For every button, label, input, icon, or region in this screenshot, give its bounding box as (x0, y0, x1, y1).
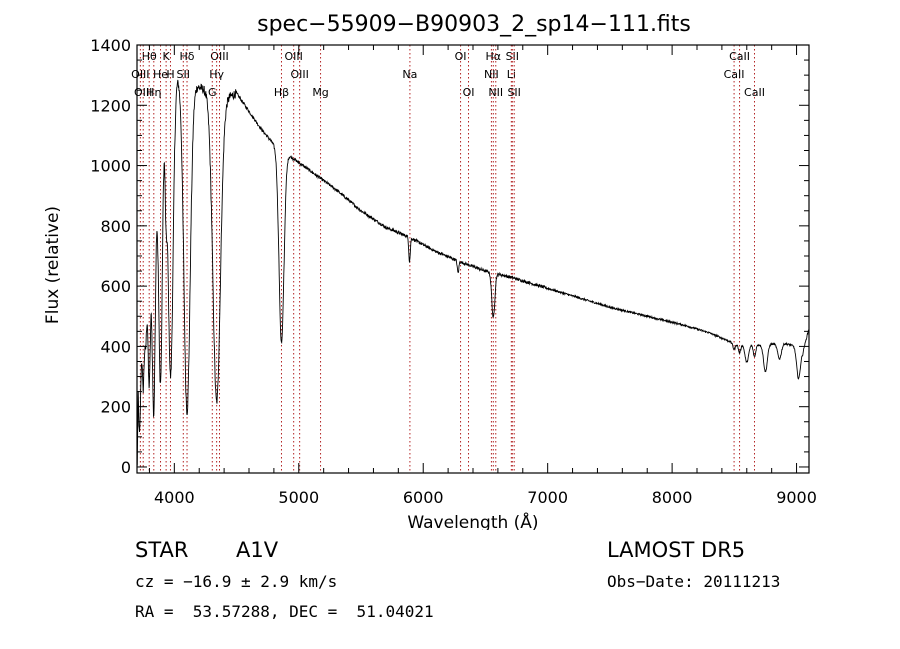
y-axis-label: Flux (relative) (43, 206, 63, 324)
marker-label-8: CaII (729, 50, 750, 63)
object-type: STAR (135, 538, 189, 562)
marker-label-27: CaII (744, 86, 765, 99)
marker-label-1: K (163, 50, 171, 63)
object-subclass: A1V (236, 538, 279, 562)
marker-label-6: Hα (486, 50, 502, 63)
y-tick-label-0: 0 (121, 458, 131, 477)
marker-label-22: Hβ (274, 86, 289, 99)
marker-label-20: Hη (146, 86, 161, 99)
marker-label-23: Mg (312, 86, 328, 99)
x-tick-label-9000: 9000 (776, 488, 817, 507)
x-tick-label-8000: 8000 (652, 488, 693, 507)
y-tick-label-800: 800 (100, 217, 131, 236)
spectrum-layer (136, 79, 810, 468)
marker-label-5: OI (455, 50, 467, 63)
y-tick-label-200: 200 (100, 398, 131, 417)
marker-label-18: CaII (724, 68, 745, 81)
marker-label-10: He (153, 68, 168, 81)
marker-label-13: Hγ (209, 68, 224, 81)
marker-label-3: OIII (210, 50, 228, 63)
marker-label-15: Na (402, 68, 417, 81)
marker-label-25: NII (488, 86, 503, 99)
spectrum-chart: spec−55909−B90903_2_sp14−111.fits Hθ K Hδ O… (43, 12, 817, 530)
marker-label-21: G (208, 86, 217, 99)
obs-date-text: Obs−Date: 20111213 (607, 572, 781, 591)
x-axis-label: Wavelength (Å) (407, 511, 538, 530)
redshift-text: cz = −16.9 ± 2.9 km/s (135, 572, 338, 591)
x-tick-label-5000: 5000 (278, 488, 319, 507)
y-tick-label-600: 600 (100, 277, 131, 296)
marker-label-4: OIII (284, 50, 302, 63)
survey-name: LAMOST DR5 (607, 538, 746, 562)
y-tick-label-1000: 1000 (90, 157, 131, 176)
x-tick-label-4000: 4000 (154, 488, 195, 507)
marker-label-26: SII (507, 86, 520, 99)
marker-label-24: OI (463, 86, 475, 99)
y-tick-label-400: 400 (100, 337, 131, 356)
marker-label-17: Li (507, 68, 516, 81)
marker-label-19: OIII (134, 86, 152, 99)
axis-tick-layer: 4000 5000 6000 7000 8000 9000 0 200 400 600 800 100… (90, 36, 817, 507)
y-tick-label-1400: 1400 (90, 36, 131, 55)
x-tick-label-7000: 7000 (527, 488, 568, 507)
marker-label-0: Hθ (142, 50, 157, 63)
x-tick-label-6000: 6000 (403, 488, 444, 507)
y-tick-label-1200: 1200 (90, 96, 131, 115)
marker-label-14: OIII (290, 68, 308, 81)
marker-label-11: H (166, 68, 174, 81)
marker-label-2: Hδ (180, 50, 195, 63)
marker-label-16: NII (484, 68, 499, 81)
marker-label-7: SII (506, 50, 519, 63)
marker-label-12: SII (177, 68, 190, 81)
marker-label-9: OIII (131, 68, 149, 81)
coordinates-text: RA = 53.57288, DEC = 51.04021 (135, 602, 434, 621)
plot-frame (136, 44, 810, 474)
chart-title: spec−55909−B90903_2_sp14−111.fits (257, 12, 691, 37)
spectrum-line (136, 79, 810, 468)
